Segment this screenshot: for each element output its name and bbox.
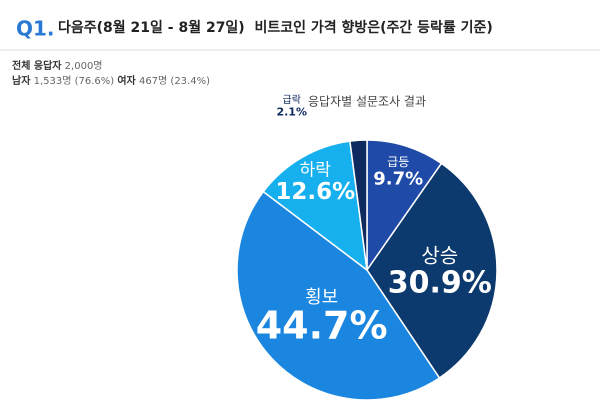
pie-slice: [349, 139, 368, 271]
gender-info: 남자 1,533명 (76.6%) 여자 467명 (23.4%): [12, 74, 210, 87]
female-label: 여자: [117, 74, 136, 87]
slice-value: 2.1%: [276, 106, 307, 119]
pie-slice: [236, 190, 441, 401]
male-label: 남자: [12, 74, 31, 87]
question-title: 다음주(8월 21일 - 8월 27일) 비트코인 가격 향방은(주간 등락률 …: [58, 19, 493, 36]
male-value: 1,533명 (76.6%): [34, 75, 115, 87]
female-value: 467명 (23.4%): [139, 75, 210, 87]
pie-slice: [262, 140, 368, 272]
slice-label: 상승: [421, 244, 458, 268]
chart-title: 응답자별 설문조사 결과: [308, 95, 426, 109]
slice-label: 급등: [387, 155, 409, 169]
total-info: 전체 응답자 2,000명: [12, 59, 103, 72]
slice-value: 30.9%: [388, 266, 492, 301]
slice-value: 9.7%: [373, 168, 423, 189]
slice-label: 횡보: [305, 287, 338, 308]
slice-label: 급락: [283, 94, 301, 106]
slice-label: 하락: [300, 160, 332, 180]
total-value: 2,000명: [65, 60, 103, 72]
slice-value: 44.7%: [256, 303, 388, 347]
slice-value: 12.6%: [275, 179, 355, 205]
question-number: Q1.: [16, 17, 55, 41]
pie-slice: [366, 139, 443, 273]
pie-slice: [366, 162, 498, 380]
total-label: 전체 응답자: [12, 59, 62, 72]
